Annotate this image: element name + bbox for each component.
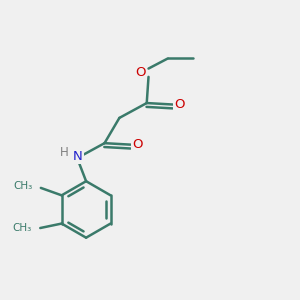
- Text: O: O: [174, 98, 185, 111]
- Text: O: O: [132, 138, 142, 151]
- Text: CH₃: CH₃: [13, 182, 32, 191]
- Text: H: H: [60, 146, 69, 159]
- Text: CH₃: CH₃: [13, 223, 32, 233]
- Text: O: O: [135, 66, 146, 79]
- Text: N: N: [73, 150, 82, 163]
